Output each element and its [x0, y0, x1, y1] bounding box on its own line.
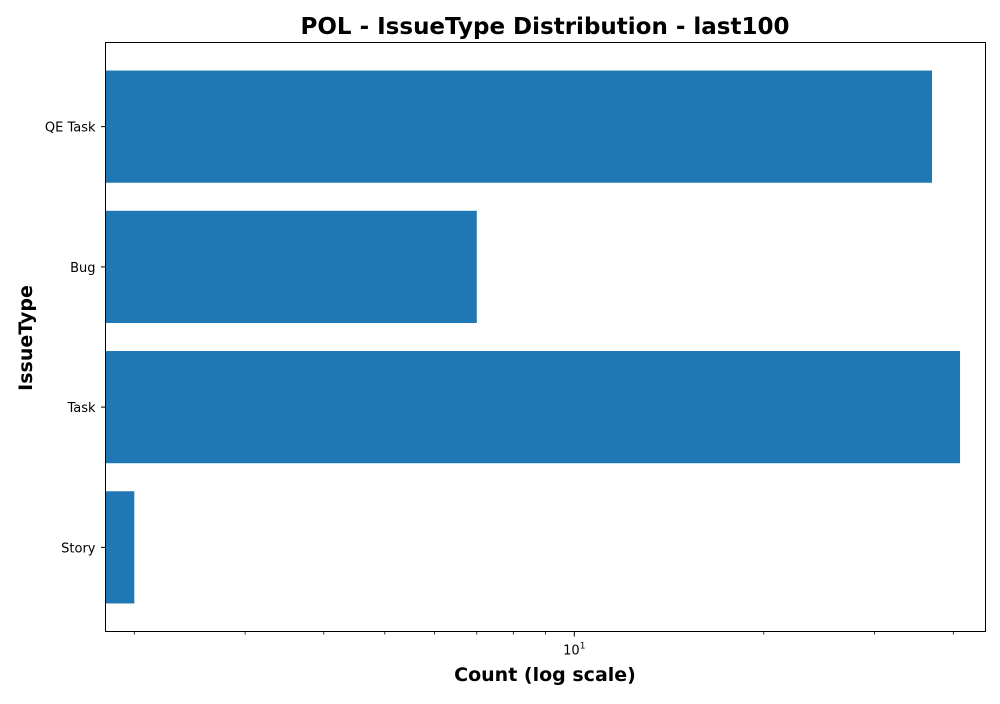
x-tick-label: 101 [563, 642, 585, 659]
bar [105, 70, 932, 183]
x-axis-ticks: 101 [133, 631, 954, 659]
y-tick-label: Bug [70, 261, 95, 276]
plot-frame [105, 42, 986, 632]
y-axis-ticks: QE Task Bug Task Story [45, 121, 106, 556]
bar [105, 351, 961, 464]
bars-layer [105, 70, 961, 604]
y-tick-label: Story [61, 541, 96, 556]
chart-title: POL - IssueType Distribution - last100 [301, 14, 790, 40]
y-axis-label: IssueType [15, 285, 37, 391]
y-tick-label: Task [66, 401, 96, 416]
y-tick-label: QE Task [45, 121, 96, 136]
bar [105, 210, 477, 323]
bar [105, 491, 135, 604]
x-axis-label: Count (log scale) [454, 664, 636, 686]
